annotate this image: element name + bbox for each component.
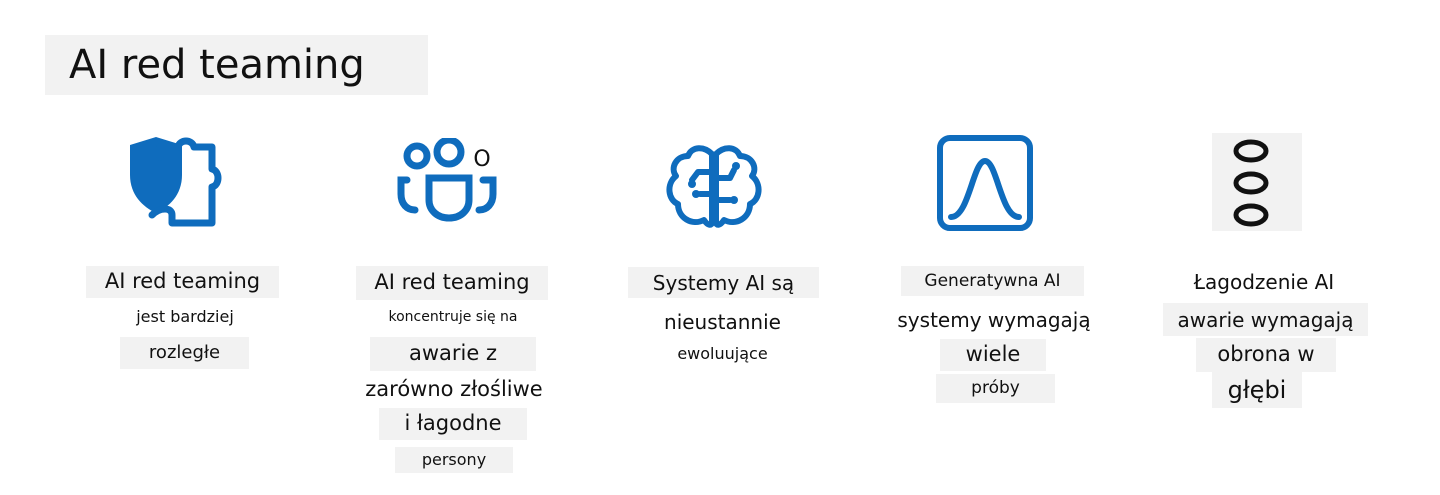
col2-line6: persony [395,447,513,473]
col3-line3: ewoluujące [677,344,768,364]
col3-line1: Systemy AI są [628,267,819,298]
col4-line1: Generatywna AI [901,266,1084,296]
col5-line1: Łagodzenie AI [1193,270,1335,294]
col1-line2: jest bardziej [136,307,234,327]
three-circles-icon [1233,139,1269,227]
three-circles-icon-box [1212,133,1302,231]
page-title: AI red teaming [45,35,428,95]
col5-line4: głębi [1212,372,1302,408]
col5-line3: obrona w [1196,338,1336,372]
col3-line2: nieustannie [664,310,781,334]
col4-line2: systemy wymagają [897,308,1091,332]
col2-line4: zarówno złośliwe [365,377,543,402]
people-team-icon [397,138,497,222]
col1-line3: rozległe [120,337,249,369]
col2-line2: koncentruje się na [388,308,518,325]
col4-line3: wiele [940,339,1046,371]
col5-line2: awarie wymagają [1163,303,1368,336]
people-team-icon-letter: O [473,146,491,172]
col4-line4: próby [936,374,1055,403]
col1-line1: AI red teaming [86,266,279,298]
bell-curve-chart-icon [937,135,1033,231]
col2-line1: AI red teaming [356,266,548,300]
brain-circuit-icon [666,145,762,228]
shield-puzzle-icon [130,137,222,227]
col2-line5: i łagodne [379,408,527,440]
col2-line3: awarie z [370,337,536,371]
